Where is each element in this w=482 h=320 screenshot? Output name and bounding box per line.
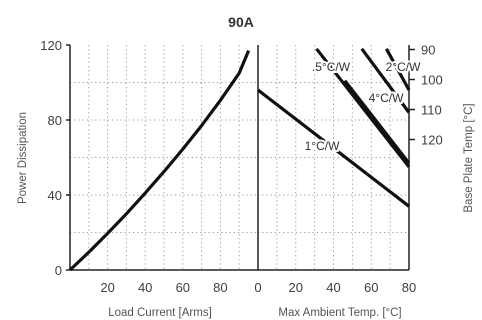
y2-tick-label: 120 xyxy=(421,133,443,148)
tick-labels: 20 40 60 80 0 20 40 60 80 0 40 80 120 90 100 110 120 xyxy=(40,38,442,295)
chart-title: 90A xyxy=(228,14,254,30)
series-label: 2°C/W xyxy=(386,60,421,74)
y2-tick-label: 90 xyxy=(421,43,435,58)
thermal-resistance-line xyxy=(384,48,411,91)
x-tick-label: 40 xyxy=(138,280,152,295)
y2-tick-label: 100 xyxy=(421,73,443,88)
chart-labels: 90A Load Current [Arms] Max Ambient Temp… xyxy=(17,14,475,319)
series-labels: 1°C/W 4°C/W .5°C/W 2°C/W xyxy=(303,58,423,155)
y-axis-label-right: Base Plate Temp [°C] xyxy=(463,103,475,212)
x-tick-label: 40 xyxy=(326,280,340,295)
x-axis-label-right: Max Ambient Temp. [°C] xyxy=(278,307,401,319)
y-axis-label-left: Power Dissipation xyxy=(17,112,29,204)
y-tick-label: 120 xyxy=(40,38,62,53)
power-dissipation-curve xyxy=(68,49,251,272)
axes xyxy=(66,44,415,271)
x-tick-label: 20 xyxy=(100,280,114,295)
x-axis-label-left: Load Current [Arms] xyxy=(108,307,212,319)
y-tick-label: 0 xyxy=(55,263,62,278)
y-tick-label: 80 xyxy=(48,113,62,128)
x-tick-label: 60 xyxy=(176,280,190,295)
thermal-resistance-line xyxy=(360,47,411,114)
series-label: 4°C/W xyxy=(369,91,404,105)
x-tick-label: 0 xyxy=(254,280,261,295)
y2-tick-label: 110 xyxy=(421,103,442,118)
thermal-resistance-line xyxy=(343,79,411,165)
thermal-resistance-line xyxy=(315,47,411,168)
x-tick-label: 60 xyxy=(364,280,378,295)
series-label: 1°C/W xyxy=(305,139,340,153)
grid-lines xyxy=(70,45,409,270)
x-tick-label: 80 xyxy=(402,280,416,295)
x-tick-label: 20 xyxy=(289,280,303,295)
series-label: .5°C/W xyxy=(312,60,351,74)
thermal-resistance-line xyxy=(257,88,410,208)
x-tick-label: 80 xyxy=(213,280,227,295)
y-tick-label: 40 xyxy=(48,188,62,203)
data-series xyxy=(68,47,411,272)
